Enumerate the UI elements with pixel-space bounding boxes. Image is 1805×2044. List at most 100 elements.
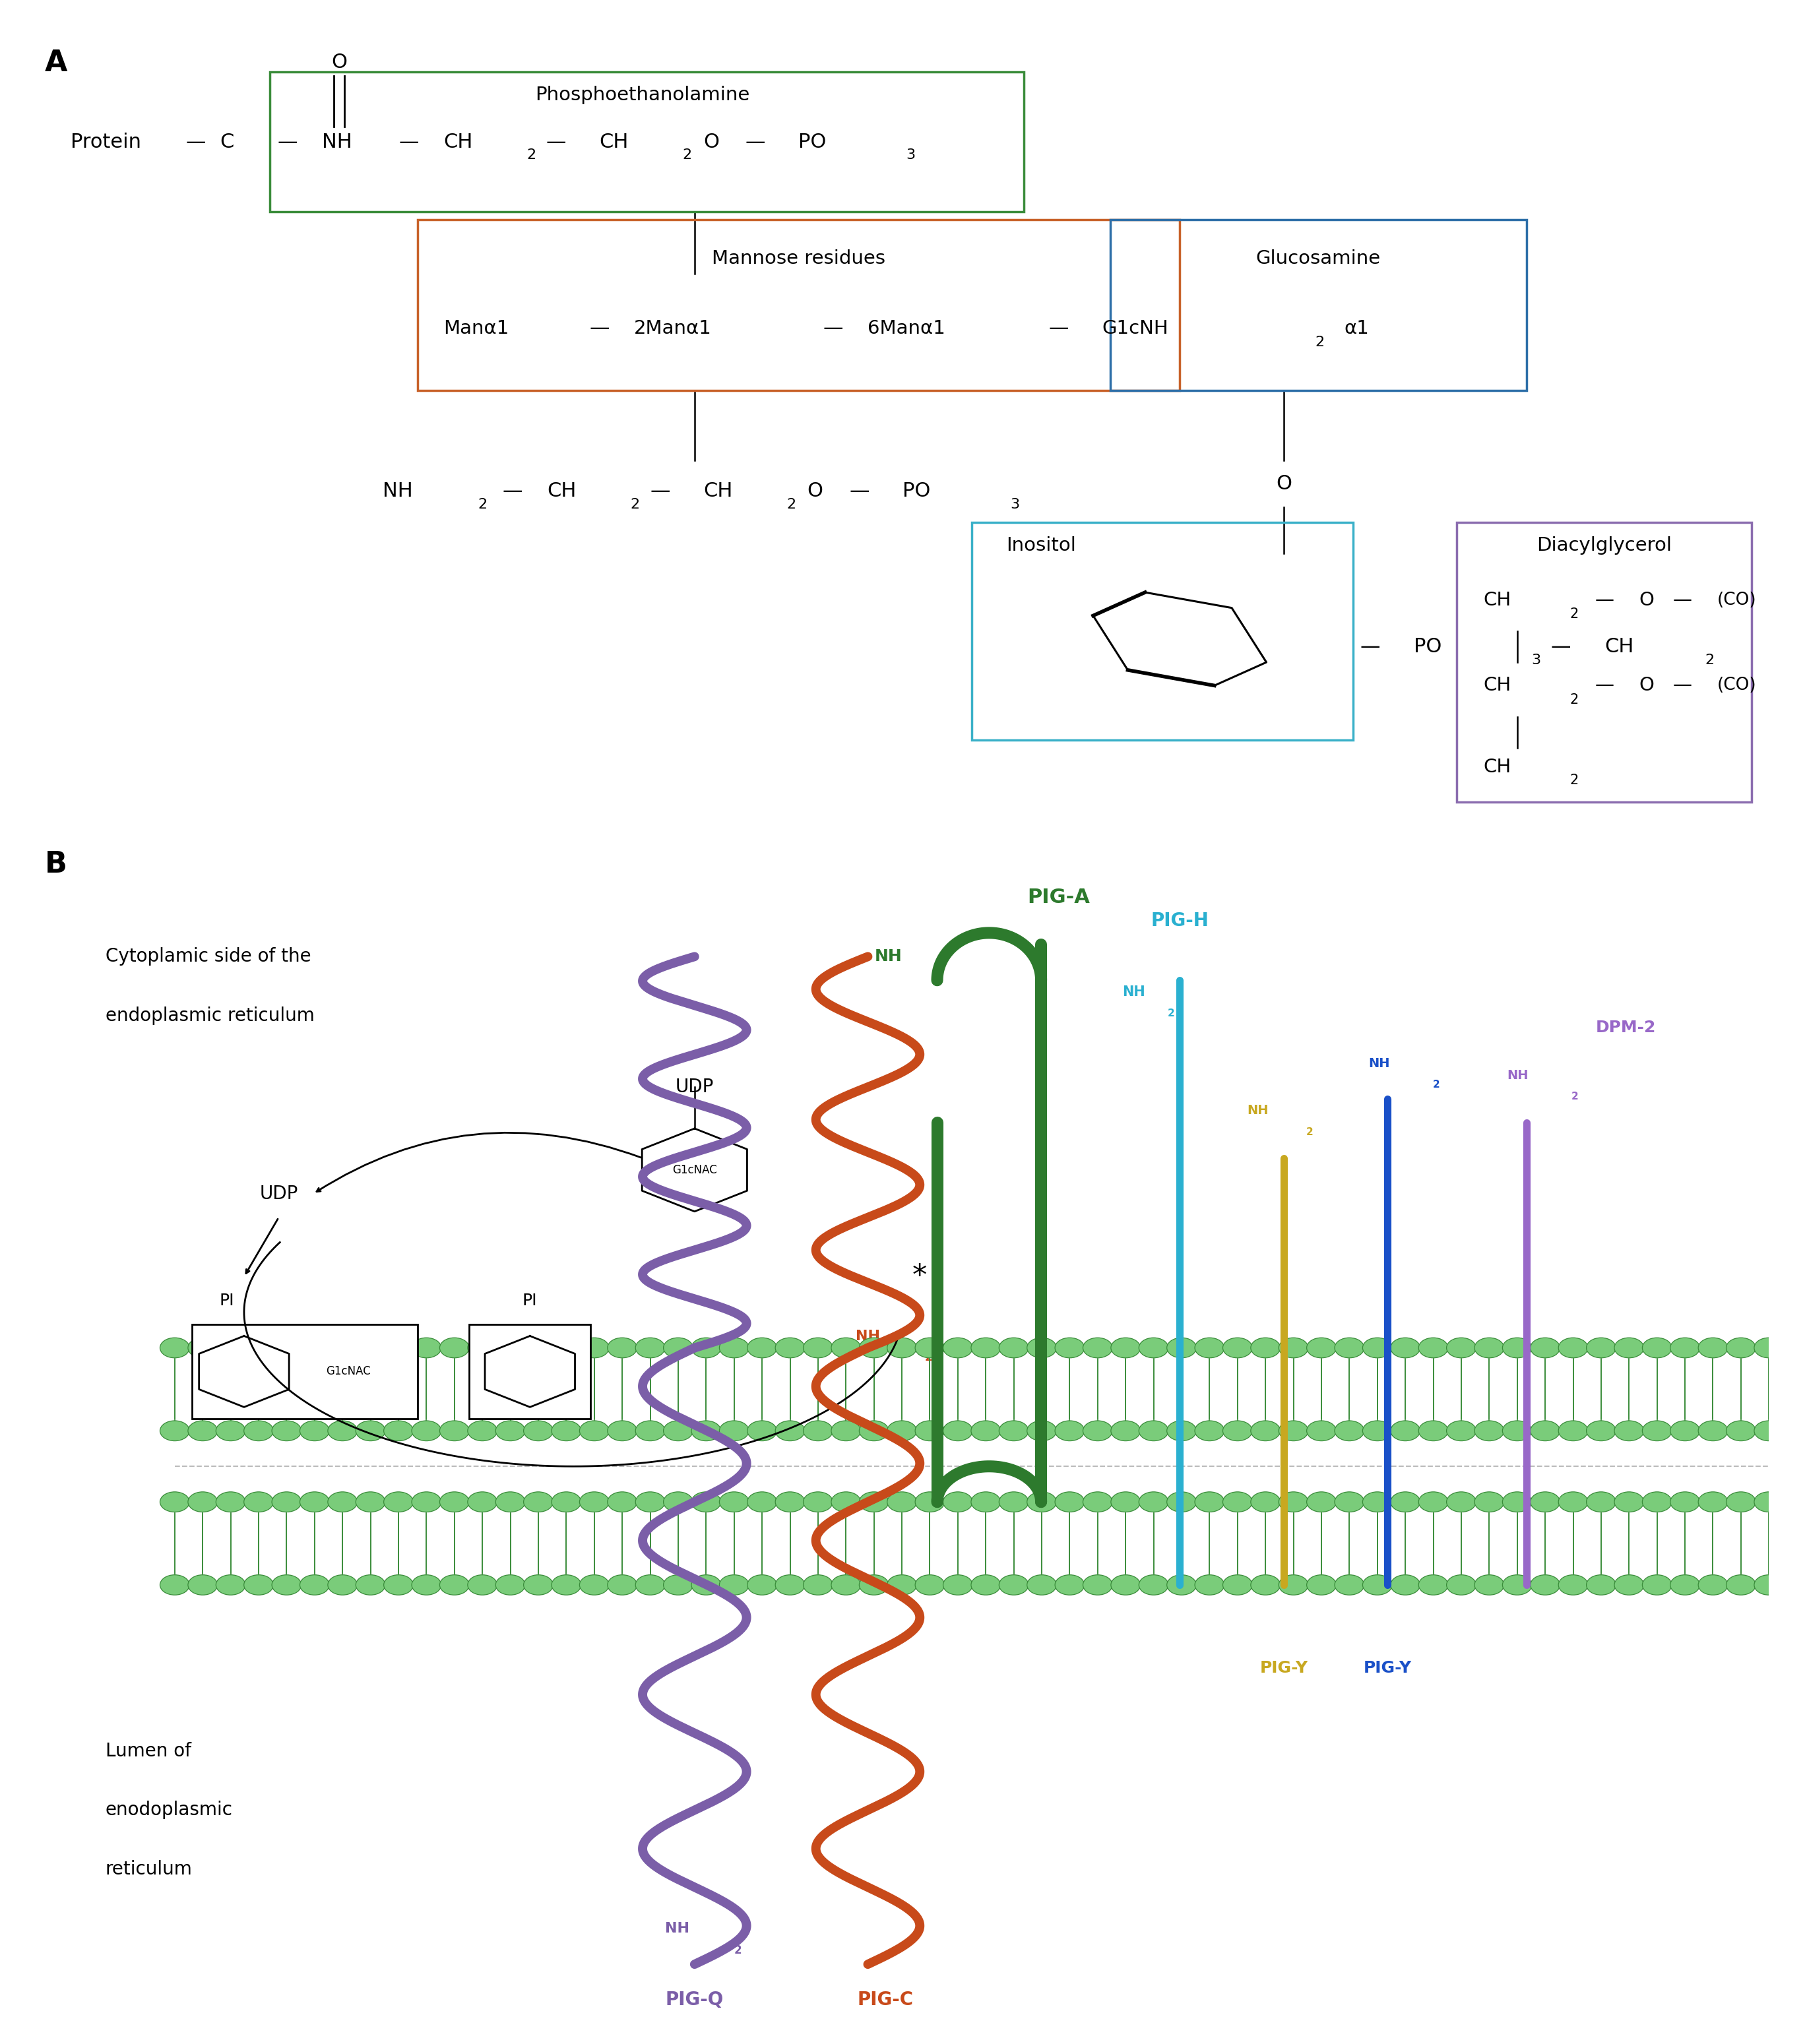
Circle shape	[1475, 1421, 1504, 1441]
Text: (CO): (CO)	[1717, 591, 1756, 609]
Circle shape	[1166, 1574, 1197, 1594]
Text: O: O	[1639, 677, 1653, 695]
Circle shape	[747, 1492, 776, 1513]
Text: NH: NH	[875, 948, 902, 965]
Circle shape	[1307, 1492, 1336, 1513]
Text: —: —	[1673, 677, 1691, 695]
Circle shape	[720, 1574, 749, 1594]
Circle shape	[1110, 1337, 1141, 1357]
Circle shape	[467, 1421, 496, 1441]
Circle shape	[273, 1492, 301, 1513]
Text: 2: 2	[735, 1944, 742, 1956]
Text: 3: 3	[906, 149, 915, 161]
Text: Manα1: Manα1	[444, 319, 509, 337]
Text: PIG-Y: PIG-Y	[1260, 1660, 1309, 1676]
Circle shape	[356, 1492, 384, 1513]
Circle shape	[888, 1574, 917, 1594]
Text: O: O	[704, 133, 718, 151]
Circle shape	[915, 1337, 944, 1357]
Text: PI: PI	[218, 1292, 235, 1308]
Circle shape	[356, 1337, 384, 1357]
Circle shape	[803, 1337, 832, 1357]
Circle shape	[1334, 1337, 1365, 1357]
Circle shape	[1754, 1337, 1783, 1357]
Bar	[1457, 523, 1751, 801]
Circle shape	[1027, 1492, 1056, 1513]
Text: —: —	[1673, 591, 1691, 609]
Circle shape	[1446, 1574, 1476, 1594]
Circle shape	[747, 1337, 776, 1357]
Circle shape	[942, 1337, 973, 1357]
Circle shape	[1699, 1337, 1727, 1357]
Circle shape	[1307, 1574, 1336, 1594]
Circle shape	[384, 1574, 413, 1594]
Circle shape	[859, 1574, 888, 1594]
Circle shape	[1670, 1574, 1700, 1594]
Circle shape	[1363, 1492, 1392, 1513]
Circle shape	[1278, 1574, 1309, 1594]
Text: Inositol: Inositol	[1007, 536, 1076, 556]
Circle shape	[1110, 1574, 1141, 1594]
Circle shape	[1446, 1492, 1476, 1513]
Circle shape	[244, 1337, 273, 1357]
Text: PI: PI	[522, 1292, 538, 1308]
Circle shape	[747, 1574, 776, 1594]
Text: CH: CH	[704, 482, 733, 501]
Text: 2: 2	[1704, 654, 1715, 666]
Text: PO: PO	[798, 133, 827, 151]
Bar	[971, 523, 1354, 740]
Text: 2: 2	[933, 971, 942, 985]
Circle shape	[1614, 1337, 1644, 1357]
Text: C: C	[220, 133, 235, 151]
Text: —: —	[278, 133, 298, 151]
Circle shape	[776, 1421, 805, 1441]
Text: Diacylglycerol: Diacylglycerol	[1536, 536, 1671, 556]
Circle shape	[1531, 1492, 1560, 1513]
Text: 2: 2	[924, 1351, 933, 1363]
Text: CH: CH	[1484, 677, 1511, 695]
Text: 2: 2	[1314, 335, 1325, 350]
Circle shape	[1222, 1574, 1253, 1594]
Text: —: —	[502, 482, 523, 501]
Circle shape	[1166, 1492, 1197, 1513]
Circle shape	[1419, 1574, 1448, 1594]
Circle shape	[523, 1421, 552, 1441]
Text: Mannose residues: Mannose residues	[711, 249, 884, 268]
Text: O: O	[1639, 591, 1653, 609]
Circle shape	[1531, 1574, 1560, 1594]
Circle shape	[523, 1337, 552, 1357]
Circle shape	[1083, 1574, 1112, 1594]
Circle shape	[971, 1492, 1000, 1513]
Text: Cytoplamic side of the: Cytoplamic side of the	[105, 946, 310, 967]
Text: Phosphoethanolamine: Phosphoethanolamine	[536, 86, 749, 104]
Circle shape	[1334, 1574, 1365, 1594]
Circle shape	[915, 1421, 944, 1441]
Circle shape	[832, 1421, 861, 1441]
Circle shape	[467, 1574, 496, 1594]
Circle shape	[188, 1574, 217, 1594]
Circle shape	[467, 1337, 496, 1357]
Text: (CO): (CO)	[1717, 677, 1756, 695]
Bar	[191, 1325, 417, 1419]
Circle shape	[329, 1421, 357, 1441]
Circle shape	[803, 1492, 832, 1513]
Circle shape	[1726, 1574, 1756, 1594]
Text: G1cNAC: G1cNAC	[325, 1365, 370, 1378]
Circle shape	[1363, 1574, 1392, 1594]
Circle shape	[1558, 1337, 1588, 1357]
Circle shape	[1614, 1574, 1644, 1594]
Text: PIG-Q: PIG-Q	[666, 1991, 724, 2009]
Circle shape	[664, 1492, 693, 1513]
Text: UDP: UDP	[260, 1183, 298, 1204]
Circle shape	[635, 1337, 664, 1357]
Circle shape	[832, 1492, 861, 1513]
Circle shape	[1139, 1492, 1168, 1513]
Circle shape	[273, 1421, 301, 1441]
Circle shape	[579, 1337, 608, 1357]
Text: O: O	[332, 53, 347, 72]
Circle shape	[1027, 1421, 1056, 1441]
Circle shape	[440, 1421, 469, 1441]
Bar	[1110, 219, 1527, 390]
Circle shape	[244, 1421, 273, 1441]
Text: Protein: Protein	[70, 133, 141, 151]
